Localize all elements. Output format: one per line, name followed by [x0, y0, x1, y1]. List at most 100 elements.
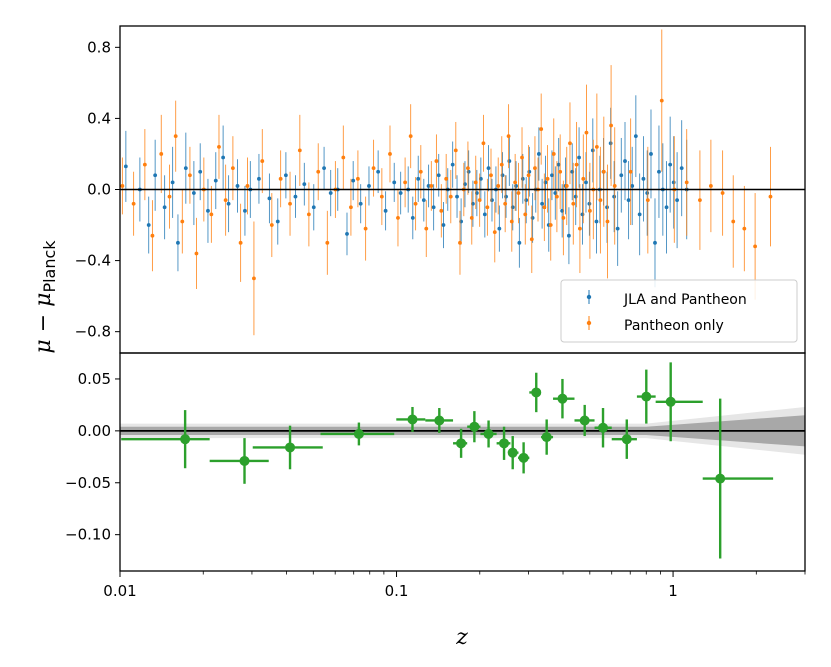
- data-point: [455, 194, 459, 199]
- data-point: [198, 169, 203, 174]
- data-point: [637, 212, 642, 217]
- data-point: [630, 184, 635, 188]
- data-point: [594, 219, 599, 224]
- binned-point: [425, 408, 454, 433]
- data-point: [407, 414, 418, 425]
- binned-point: [541, 419, 554, 455]
- data-point: [421, 198, 426, 203]
- data-point: [257, 176, 261, 181]
- data-point: [379, 194, 384, 199]
- data-point: [507, 447, 518, 458]
- data-point: [206, 208, 210, 213]
- data-point: [720, 191, 725, 195]
- data-point: [146, 223, 151, 227]
- data-point: [306, 212, 311, 217]
- data-point: [269, 223, 274, 227]
- data-point: [469, 421, 480, 432]
- data-point: [358, 201, 363, 206]
- data-point: [530, 216, 535, 220]
- data-point: [408, 134, 413, 139]
- data-point: [551, 152, 556, 156]
- y-axis-label-subscript: Planck: [40, 240, 59, 293]
- data-point: [278, 176, 283, 181]
- x-axis: 0.01 0.1 1: [103, 571, 806, 600]
- data-point: [605, 219, 610, 224]
- data-point: [243, 208, 247, 213]
- data-point: [223, 198, 228, 203]
- data-point: [150, 233, 155, 238]
- data-point: [485, 205, 490, 210]
- data-point: [183, 166, 188, 171]
- binned-point: [518, 442, 530, 474]
- data-point: [492, 230, 497, 235]
- data-point: [217, 144, 221, 149]
- data-point: [753, 244, 758, 249]
- data-point: [142, 162, 147, 167]
- data-point: [633, 134, 638, 139]
- legend-dot: [586, 320, 592, 326]
- data-point: [554, 194, 559, 199]
- data-point: [441, 223, 446, 227]
- data-point: [288, 201, 292, 206]
- data-point: [609, 123, 613, 128]
- data-point: [439, 208, 444, 213]
- data-point: [623, 159, 627, 163]
- data-point: [191, 191, 196, 195]
- data-point: [285, 442, 296, 453]
- data-point: [558, 169, 563, 174]
- y-tick-label: 0.05: [78, 370, 111, 388]
- data-point: [481, 141, 486, 146]
- data-point: [434, 415, 445, 426]
- data-point: [450, 162, 455, 167]
- binned-point: [467, 411, 481, 443]
- series-pantheon-only: [120, 29, 773, 336]
- legend-label-pantheon-only: Pantheon only: [624, 318, 724, 334]
- binned-point: [453, 428, 468, 458]
- data-point: [120, 184, 125, 188]
- data-point: [482, 212, 487, 217]
- data-point: [477, 198, 482, 203]
- data-point: [540, 201, 545, 206]
- y-tick-label: −0.10: [65, 526, 111, 544]
- data-point: [345, 232, 349, 236]
- binned-point: [121, 410, 210, 469]
- data-point: [731, 219, 736, 224]
- data-point: [526, 173, 531, 178]
- data-point: [297, 148, 302, 153]
- data-point: [513, 180, 518, 185]
- data-point: [588, 208, 592, 213]
- binned-point: [636, 369, 656, 424]
- y-tick-label: 0.4: [87, 109, 111, 127]
- x-axis-label: z: [455, 625, 468, 650]
- data-point: [496, 184, 501, 188]
- data-point: [453, 148, 458, 153]
- data-point: [587, 201, 592, 206]
- data-point: [556, 162, 561, 167]
- data-point: [226, 201, 231, 206]
- data-point: [574, 162, 579, 167]
- data-point: [657, 169, 661, 174]
- data-point: [553, 191, 558, 195]
- data-point: [557, 393, 568, 404]
- data-point: [539, 127, 544, 131]
- binned-point: [553, 378, 575, 419]
- data-point: [376, 169, 381, 174]
- data-point: [645, 198, 650, 203]
- data-point: [363, 226, 368, 231]
- data-point: [564, 184, 569, 188]
- data-point: [641, 176, 646, 181]
- data-point: [351, 178, 356, 183]
- data-point: [578, 226, 582, 231]
- data-point: [245, 184, 250, 188]
- y-tick-label: 0.00: [78, 422, 111, 440]
- data-point: [316, 169, 321, 174]
- y-tick-label: 0.0: [87, 181, 111, 199]
- data-point: [708, 184, 713, 188]
- binned-point: [574, 404, 595, 437]
- data-point: [170, 180, 175, 185]
- data-point: [418, 169, 423, 174]
- binned-point: [507, 436, 519, 470]
- data-point: [653, 240, 657, 245]
- data-point: [230, 166, 235, 171]
